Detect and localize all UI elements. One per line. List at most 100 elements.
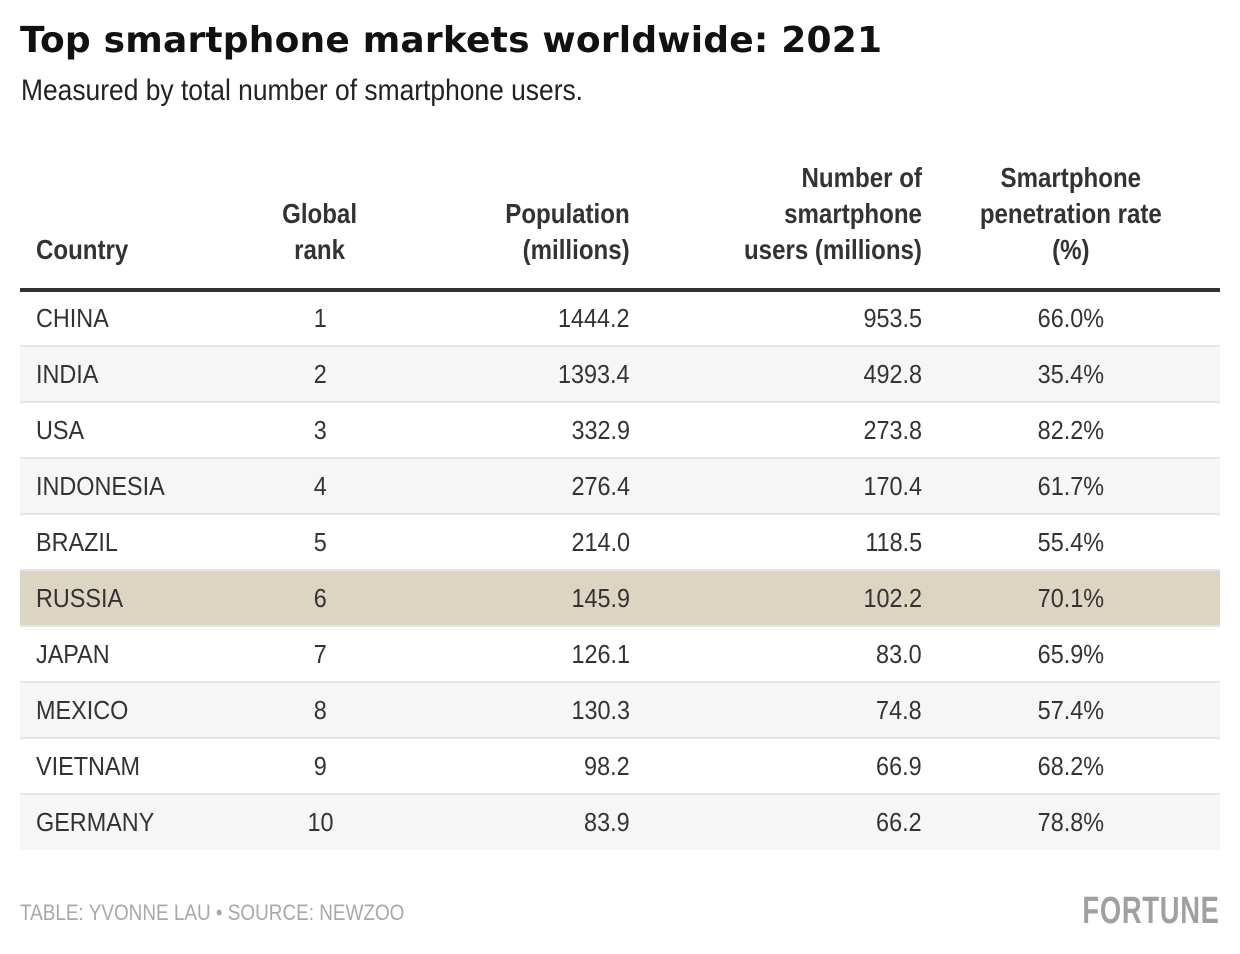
- cell-country-value: INDONESIA: [36, 470, 165, 501]
- cell-global-rank-value: 2: [313, 358, 327, 389]
- table-row: MEXICO 8 130.3 74.8 57.4%: [20, 681, 1220, 738]
- cell-global-rank-value: 8: [313, 694, 327, 725]
- cell-global-rank-value: 1: [313, 303, 327, 333]
- chart-subtitle: Measured by total number of smartphone u…: [21, 74, 584, 107]
- cell-global-rank: 5: [245, 513, 395, 570]
- cell-global-rank: 1: [245, 290, 395, 346]
- cell-population: 276.4: [395, 457, 630, 514]
- table-row: INDONESIA 4 276.4 170.4 61.7%: [20, 457, 1220, 514]
- table-row: GERMANY 10 83.9 66.2 78.8%: [20, 793, 1220, 850]
- header-population-line: Population: [505, 198, 630, 229]
- cell-smartphone-users-value: 170.4: [863, 470, 922, 501]
- cell-country: BRAZIL: [20, 513, 245, 570]
- cell-global-rank-value: 5: [313, 526, 327, 557]
- cell-population-value: 98.2: [584, 750, 630, 781]
- cell-country-value: BRAZIL: [36, 526, 118, 557]
- cell-penetration-rate-value: 61.7%: [1037, 470, 1105, 501]
- cell-country-value: JAPAN: [36, 638, 110, 669]
- cell-population: 214.0: [395, 513, 630, 570]
- cell-penetration-rate: 68.2%: [922, 737, 1220, 794]
- cell-penetration-rate-value: 68.2%: [1037, 750, 1105, 781]
- cell-global-rank-value: 10: [306, 807, 334, 837]
- cell-population: 130.3: [395, 681, 630, 738]
- header-global-rank: Global rank: [245, 160, 395, 292]
- header-rate-line: penetration rate: [980, 198, 1162, 229]
- cell-smartphone-users-value: 953.5: [863, 303, 922, 333]
- source-credit: TABLE: YVONNE LAU • SOURCE: NEWZOO: [20, 900, 405, 925]
- cell-penetration-rate: 65.9%: [922, 625, 1220, 682]
- cell-country-value: GERMANY: [36, 807, 155, 837]
- table-row: VIETNAM 9 98.2 66.9 68.2%: [20, 737, 1220, 794]
- cell-smartphone-users-value: 83.0: [876, 638, 922, 669]
- cell-penetration-rate: 82.2%: [922, 401, 1220, 458]
- cell-global-rank: 7: [245, 625, 395, 682]
- table-header-row: Country Global rank Population (millions) …: [20, 160, 1220, 292]
- cell-population-value: 130.3: [571, 694, 630, 725]
- cell-global-rank: 2: [245, 345, 395, 402]
- cell-global-rank-value: 6: [313, 582, 327, 613]
- cell-penetration-rate-value: 35.4%: [1037, 358, 1105, 389]
- header-rank-line: rank: [294, 234, 346, 265]
- cell-smartphone-users-value: 74.8: [876, 694, 922, 725]
- cell-smartphone-users-value: 66.2: [876, 807, 922, 837]
- cell-population: 332.9: [395, 401, 630, 458]
- cell-smartphone-users: 83.0: [630, 625, 922, 682]
- cell-country: RUSSIA: [20, 569, 245, 626]
- cell-population-value: 126.1: [571, 638, 630, 669]
- cell-country: USA: [20, 401, 245, 458]
- cell-penetration-rate: 78.8%: [922, 793, 1220, 850]
- cell-country: INDONESIA: [20, 457, 245, 514]
- cell-country-value: INDIA: [36, 358, 99, 389]
- cell-country: INDIA: [20, 345, 245, 402]
- header-rate-line: (%): [1052, 234, 1090, 265]
- table-row: BRAZIL 5 214.0 118.5 55.4%: [20, 513, 1220, 570]
- cell-population-value: 145.9: [571, 582, 630, 613]
- cell-global-rank: 10: [245, 793, 395, 850]
- table-row: CHINA 1 1444.2 953.5 66.0%: [20, 290, 1220, 346]
- cell-penetration-rate-value: 66.0%: [1037, 303, 1105, 333]
- cell-penetration-rate-value: 57.4%: [1037, 694, 1105, 725]
- cell-penetration-rate-value: 65.9%: [1037, 638, 1105, 669]
- cell-penetration-rate-value: 55.4%: [1037, 526, 1105, 557]
- cell-penetration-rate: 55.4%: [922, 513, 1220, 570]
- cell-global-rank: 8: [245, 681, 395, 738]
- header-users-line: users (millions): [744, 234, 922, 265]
- cell-country-value: CHINA: [36, 303, 109, 333]
- cell-penetration-rate-value: 78.8%: [1037, 807, 1105, 837]
- cell-smartphone-users: 66.2: [630, 793, 922, 850]
- cell-country-value: MEXICO: [36, 694, 129, 725]
- cell-global-rank-value: 4: [313, 470, 327, 501]
- cell-population: 1444.2: [395, 290, 630, 346]
- cell-population-value: 1444.2: [558, 303, 630, 333]
- header-rate-line: Smartphone: [1000, 162, 1142, 193]
- cell-country: MEXICO: [20, 681, 245, 738]
- cell-country: GERMANY: [20, 793, 245, 850]
- cell-smartphone-users-value: 66.9: [876, 750, 922, 781]
- cell-country-value: USA: [36, 414, 85, 445]
- table-row: JAPAN 7 126.1 83.0 65.9%: [20, 625, 1220, 682]
- cell-smartphone-users: 492.8: [630, 345, 922, 402]
- smartphone-markets-table: Country Global rank Population (millions) …: [20, 160, 1220, 850]
- cell-global-rank: 9: [245, 737, 395, 794]
- cell-global-rank: 6: [245, 569, 395, 626]
- cell-country: VIETNAM: [20, 737, 245, 794]
- cell-penetration-rate: 61.7%: [922, 457, 1220, 514]
- table-row-highlighted: RUSSIA 6 145.9 102.2 70.1%: [20, 569, 1220, 626]
- cell-population-value: 332.9: [571, 414, 630, 445]
- header-penetration-rate: Smartphone penetration rate (%): [922, 160, 1220, 292]
- table-row: USA 3 332.9 273.8 82.2%: [20, 401, 1220, 458]
- cell-country-value: VIETNAM: [36, 750, 141, 781]
- cell-smartphone-users-value: 273.8: [863, 414, 922, 445]
- cell-penetration-rate: 70.1%: [922, 569, 1220, 626]
- cell-smartphone-users: 273.8: [630, 401, 922, 458]
- cell-population: 145.9: [395, 569, 630, 626]
- cell-global-rank-value: 9: [313, 750, 327, 781]
- cell-population-value: 214.0: [571, 526, 630, 557]
- cell-penetration-rate: 66.0%: [922, 290, 1220, 346]
- cell-smartphone-users: 66.9: [630, 737, 922, 794]
- cell-global-rank: 3: [245, 401, 395, 458]
- cell-country-value: RUSSIA: [36, 582, 124, 613]
- cell-global-rank: 4: [245, 457, 395, 514]
- cell-population-value: 83.9: [584, 807, 630, 837]
- cell-population-value: 1393.4: [558, 358, 630, 389]
